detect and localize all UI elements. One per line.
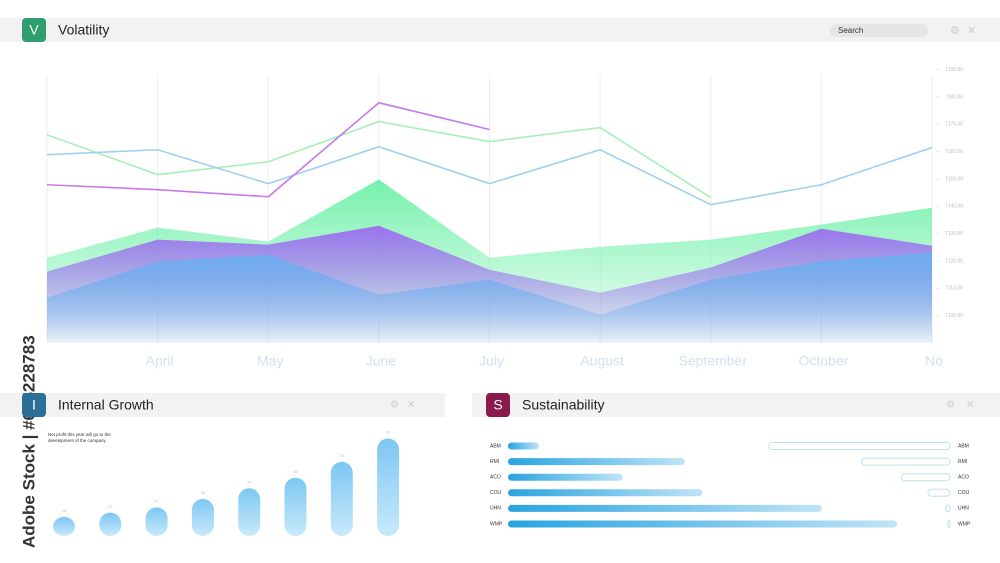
category-label: UHN	[958, 506, 969, 512]
panel-title: Internal Growth	[58, 397, 154, 413]
watermark: Adobe Stock | #605228783	[19, 335, 38, 548]
bar	[508, 442, 539, 450]
y-tick-label: 7140.00	[945, 204, 963, 210]
close-icon[interactable]: ✕	[967, 25, 976, 37]
bar	[330, 461, 353, 536]
x-tick-label: August	[580, 353, 624, 369]
settings-icon[interactable]: ⚙	[390, 400, 399, 411]
bar	[99, 512, 122, 536]
bar	[145, 507, 168, 536]
search-box[interactable]	[830, 24, 928, 37]
value-label: 18	[62, 508, 67, 513]
bar	[238, 488, 261, 536]
category-label: RMI	[958, 459, 967, 465]
y-tick-label: 7190.00	[945, 67, 963, 73]
x-tick-label: June	[366, 353, 397, 369]
settings-icon[interactable]: ⚙	[946, 400, 955, 411]
x-tick-label: October	[798, 353, 848, 369]
panel-icon-letter: I	[32, 397, 36, 413]
category-label: ACO	[490, 475, 501, 481]
line	[46, 145, 933, 206]
value-label: 55	[293, 469, 298, 474]
bar	[377, 438, 400, 536]
bar	[508, 458, 685, 466]
value-label: 45	[247, 479, 252, 484]
category-label: ABM	[490, 443, 501, 449]
x-tick-label: May	[257, 353, 283, 369]
bar	[508, 520, 897, 528]
line	[46, 120, 712, 199]
value-label: 27	[154, 498, 159, 503]
panel-icon-letter: S	[493, 397, 502, 413]
y-tick-label: 7170.00	[945, 122, 963, 128]
y-tick-label: 7130.00	[945, 231, 963, 237]
category-label: RMI	[490, 459, 499, 465]
y-tick-label: 7100.00	[945, 313, 963, 319]
value-label: 35	[201, 490, 206, 495]
close-icon[interactable]: ✕	[966, 400, 974, 411]
category-label: COU	[490, 490, 502, 496]
value-label: 70	[340, 453, 345, 458]
subtitle: Net profit this year will go to the deve…	[48, 432, 111, 443]
y-tick-label: 7120.00	[945, 258, 963, 264]
outline-bar	[900, 473, 951, 482]
category-label: WMP	[958, 521, 971, 527]
area	[47, 252, 932, 343]
subtitle-box: Net profit this year will go to the deve…	[48, 432, 111, 443]
value-label: 92	[386, 430, 391, 435]
header-bar	[472, 393, 1000, 417]
panel-icon	[22, 393, 46, 417]
outline-bar	[861, 457, 951, 466]
bar	[284, 477, 307, 536]
line	[46, 101, 490, 198]
panel-icon	[22, 18, 46, 42]
outline-bar	[945, 504, 951, 513]
search-label[interactable]: Search	[838, 26, 863, 35]
bar	[53, 516, 75, 536]
panel-icon-letter: V	[29, 22, 39, 38]
header-bar	[0, 393, 445, 417]
bar	[191, 498, 214, 536]
x-tick-label: No	[925, 353, 943, 369]
x-tick-label: September	[679, 353, 748, 369]
bar	[508, 473, 623, 481]
category-label: COU	[958, 490, 970, 496]
bar	[508, 489, 703, 497]
y-tick-label: 7150.00	[945, 176, 963, 182]
x-tick-label: April	[146, 353, 174, 369]
panel-title: Volatility	[58, 22, 109, 38]
panel-icon	[486, 393, 510, 417]
outline-bar	[947, 520, 951, 528]
y-tick-label: 7110.00	[945, 286, 963, 292]
category-label: UHN	[490, 506, 501, 512]
category-label: ABM	[958, 443, 969, 449]
outline-bar	[927, 488, 951, 497]
value-label: 22	[108, 504, 113, 509]
y-tick-label: 7160.00	[945, 149, 963, 155]
panel-title: Sustainability	[522, 397, 605, 413]
bar	[508, 504, 822, 512]
y-tick-label: 7180.00	[945, 94, 963, 100]
category-label: ACO	[958, 475, 969, 481]
x-tick-label: July	[479, 353, 504, 369]
outline-bar	[768, 442, 951, 450]
close-icon[interactable]: ✕	[407, 400, 415, 411]
settings-icon[interactable]: ⚙	[950, 25, 960, 37]
category-label: WMP	[490, 521, 503, 527]
